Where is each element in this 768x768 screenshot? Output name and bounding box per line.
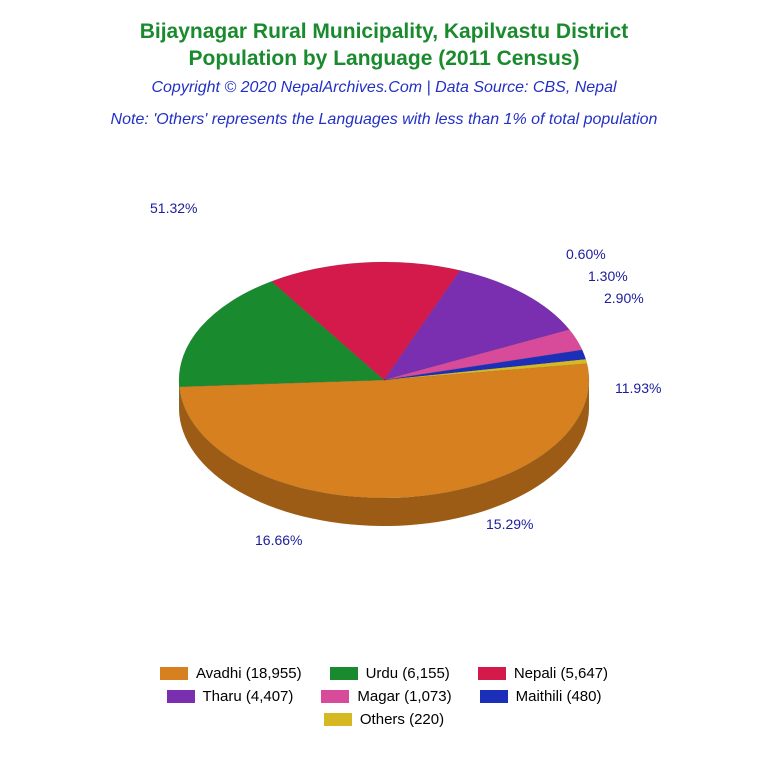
pct-label-tharu: 11.93%: [615, 380, 661, 396]
pct-label-nepali: 15.29%: [486, 516, 533, 532]
legend-label: Tharu (4,407): [203, 688, 294, 705]
legend-label: Others (220): [360, 711, 444, 728]
legend-swatch: [321, 690, 349, 703]
legend-item: Maithili (480): [480, 688, 602, 705]
legend-label: Nepali (5,647): [514, 665, 608, 682]
pct-label-others: 0.60%: [566, 246, 606, 262]
chart-title: Bijaynagar Rural Municipality, Kapilvast…: [0, 0, 768, 73]
title-line-1: Bijaynagar Rural Municipality, Kapilvast…: [0, 18, 768, 45]
legend-item: Nepali (5,647): [478, 665, 608, 682]
legend-swatch: [324, 713, 352, 726]
legend-label: Magar (1,073): [357, 688, 451, 705]
legend-swatch: [160, 667, 188, 680]
legend-swatch: [167, 690, 195, 703]
legend-item: Avadhi (18,955): [160, 665, 302, 682]
legend-swatch: [478, 667, 506, 680]
pct-label-avadhi: 51.32%: [150, 200, 197, 216]
legend-swatch: [480, 690, 508, 703]
pct-label-urdu: 16.66%: [255, 532, 302, 548]
legend-swatch: [330, 667, 358, 680]
pct-label-magar: 2.90%: [604, 290, 644, 306]
legend-label: Maithili (480): [516, 688, 602, 705]
legend-item: Others (220): [324, 711, 444, 728]
legend-item: Tharu (4,407): [167, 688, 294, 705]
legend-label: Urdu (6,155): [366, 665, 450, 682]
legend-item: Urdu (6,155): [330, 665, 450, 682]
chart-subtitle: Copyright © 2020 NepalArchives.Com | Dat…: [0, 79, 768, 97]
pct-label-maithili: 1.30%: [588, 268, 628, 284]
chart-note: Note: 'Others' represents the Languages …: [0, 111, 768, 129]
legend: Avadhi (18,955) Urdu (6,155) Nepali (5,647…: [84, 665, 684, 728]
title-line-2: Population by Language (2011 Census): [0, 45, 768, 72]
legend-label: Avadhi (18,955): [196, 665, 302, 682]
legend-item: Magar (1,073): [321, 688, 451, 705]
